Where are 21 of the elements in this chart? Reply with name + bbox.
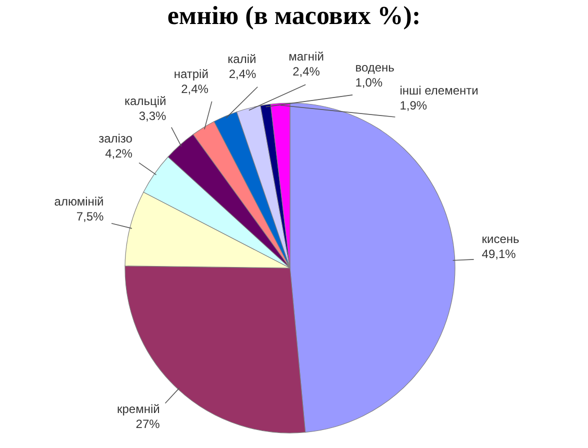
- data-label: 2,4%: [181, 82, 209, 96]
- data-label: 3,3%: [138, 109, 167, 124]
- chart-title: емнію (в масових %):: [167, 1, 421, 30]
- slice-label: кисень: [482, 232, 520, 246]
- slice-label: натрій: [174, 67, 208, 82]
- data-label: 49,1%: [482, 247, 516, 262]
- data-label: 2,4%: [228, 67, 257, 81]
- data-label: 2,4%: [292, 64, 320, 79]
- slice-label: кремній: [116, 402, 160, 416]
- data-label: 7,5%: [76, 209, 104, 224]
- slice-label: кальцій: [124, 94, 166, 108]
- data-label: 1,9%: [400, 98, 428, 112]
- data-label: 4,2%: [105, 146, 133, 160]
- slice-label: калій: [228, 52, 256, 66]
- slice-label: магній: [288, 50, 324, 64]
- data-label: 1,0%: [355, 75, 383, 90]
- slice-label: алюміній: [54, 194, 104, 208]
- slice-label: залізо: [98, 131, 133, 146]
- slice-label: водень: [355, 60, 394, 74]
- slice-label: інші елементи: [400, 83, 478, 98]
- data-label: 27%: [136, 417, 160, 432]
